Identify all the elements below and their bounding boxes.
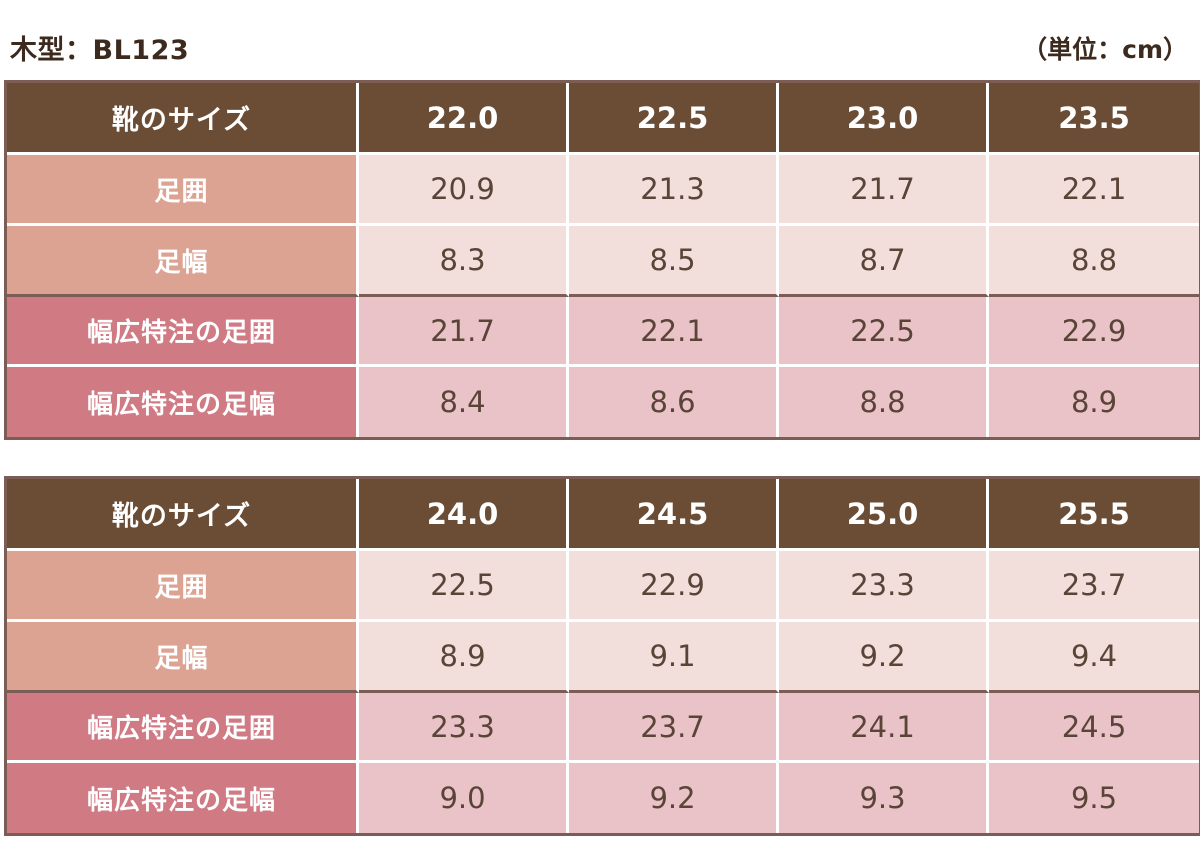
row-label: 足幅 — [7, 622, 359, 693]
table-cell: 21.7 — [359, 297, 569, 367]
table-cell: 21.3 — [569, 155, 779, 226]
table-cell: 22.1 — [989, 155, 1199, 226]
header-size: 25.0 — [779, 479, 989, 551]
table-cell: 9.3 — [779, 763, 989, 833]
table-cell: 8.7 — [779, 226, 989, 297]
table-cell: 24.1 — [779, 693, 989, 763]
table-cell: 8.9 — [359, 622, 569, 693]
table-cell: 20.9 — [359, 155, 569, 226]
size-table-2: 靴のサイズ 24.0 24.5 25.0 25.5 足囲 22.5 22.9 2… — [4, 476, 1200, 836]
header-size: 24.0 — [359, 479, 569, 551]
table-cell: 22.9 — [989, 297, 1199, 367]
table-row-wide-foot-width: 幅広特注の足幅 8.4 8.6 8.8 8.9 — [7, 367, 1199, 437]
table-cell: 8.4 — [359, 367, 569, 437]
table-header-row: 靴のサイズ 22.0 22.5 23.0 23.5 — [7, 83, 1199, 155]
table-row-wide-foot-girth: 幅広特注の足囲 23.3 23.7 24.1 24.5 — [7, 693, 1199, 763]
row-label: 足囲 — [7, 551, 359, 622]
table-row-foot-width: 足幅 8.9 9.1 9.2 9.4 — [7, 622, 1199, 693]
table-cell: 23.3 — [359, 693, 569, 763]
header-size: 25.5 — [989, 479, 1199, 551]
header-size: 22.5 — [569, 83, 779, 155]
table-cell: 8.8 — [989, 226, 1199, 297]
table-cell: 9.1 — [569, 622, 779, 693]
header-size: 23.0 — [779, 83, 989, 155]
unit-label: （単位：cm） — [1022, 35, 1188, 64]
table-cell: 23.7 — [989, 551, 1199, 622]
header-size: 24.5 — [569, 479, 779, 551]
table-cell: 21.7 — [779, 155, 989, 226]
header-label-shoe-size: 靴のサイズ — [7, 83, 359, 155]
table-cell: 9.5 — [989, 763, 1199, 833]
table-cell: 8.5 — [569, 226, 779, 297]
table-row-foot-girth: 足囲 22.5 22.9 23.3 23.7 — [7, 551, 1199, 622]
table-cell: 8.8 — [779, 367, 989, 437]
table-cell: 22.5 — [779, 297, 989, 367]
table-cell: 8.3 — [359, 226, 569, 297]
size-table-1: 靴のサイズ 22.0 22.5 23.0 23.5 足囲 20.9 21.3 2… — [4, 80, 1200, 440]
table-cell: 24.5 — [989, 693, 1199, 763]
row-label: 幅広特注の足幅 — [7, 763, 359, 833]
table-cell: 22.9 — [569, 551, 779, 622]
table-row-foot-girth: 足囲 20.9 21.3 21.7 22.1 — [7, 155, 1199, 226]
table-cell: 9.2 — [779, 622, 989, 693]
table-cell: 23.7 — [569, 693, 779, 763]
table-cell: 9.2 — [569, 763, 779, 833]
header-size: 23.5 — [989, 83, 1199, 155]
model-title: 木型：BL123 — [10, 35, 190, 66]
table-cell: 22.1 — [569, 297, 779, 367]
table-row-wide-foot-girth: 幅広特注の足囲 21.7 22.1 22.5 22.9 — [7, 297, 1199, 367]
table-row-wide-foot-width: 幅広特注の足幅 9.0 9.2 9.3 9.5 — [7, 763, 1199, 833]
row-label: 幅広特注の足幅 — [7, 367, 359, 437]
header-label-shoe-size: 靴のサイズ — [7, 479, 359, 551]
row-label: 幅広特注の足囲 — [7, 297, 359, 367]
table-cell: 8.6 — [569, 367, 779, 437]
table-cell: 22.5 — [359, 551, 569, 622]
table-row-foot-width: 足幅 8.3 8.5 8.7 8.8 — [7, 226, 1199, 297]
row-label: 足囲 — [7, 155, 359, 226]
title-row: 木型：BL123 （単位：cm） — [0, 28, 1200, 72]
table-cell: 9.0 — [359, 763, 569, 833]
row-label: 足幅 — [7, 226, 359, 297]
row-label: 幅広特注の足囲 — [7, 693, 359, 763]
table-cell: 8.9 — [989, 367, 1199, 437]
table-cell: 9.4 — [989, 622, 1199, 693]
table-cell: 23.3 — [779, 551, 989, 622]
table-header-row: 靴のサイズ 24.0 24.5 25.0 25.5 — [7, 479, 1199, 551]
header-size: 22.0 — [359, 83, 569, 155]
